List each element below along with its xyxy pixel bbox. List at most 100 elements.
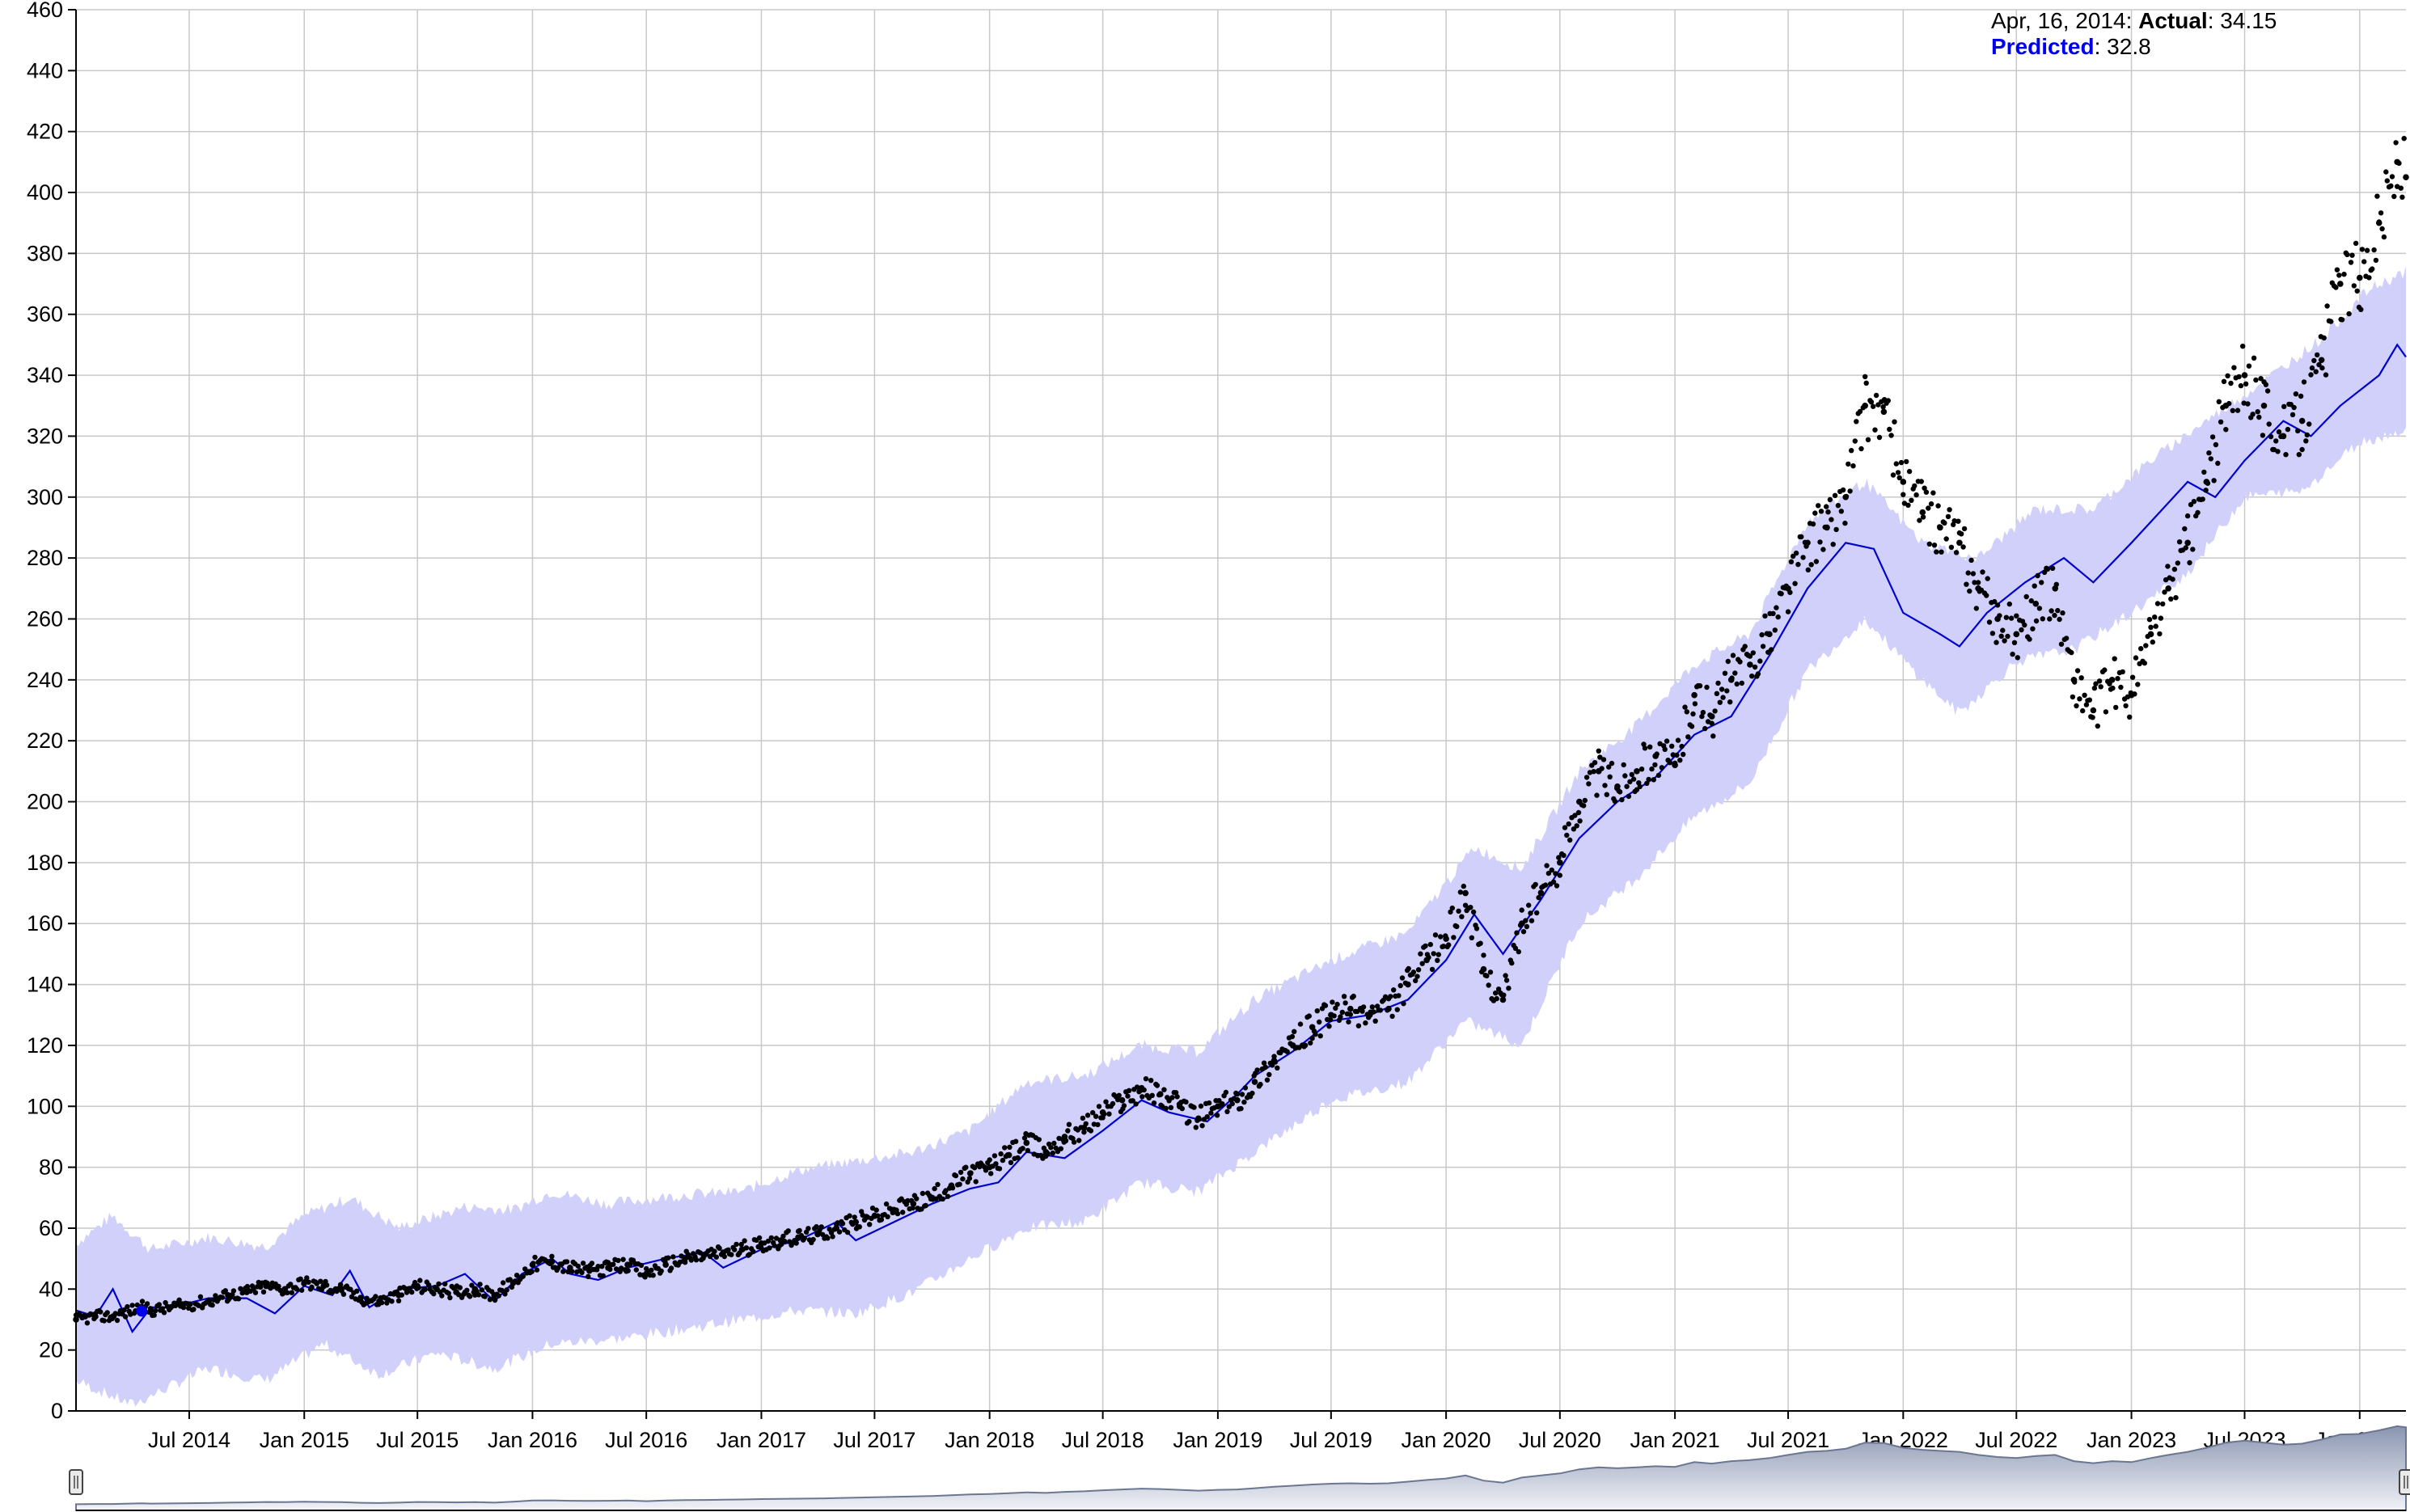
actual-point (1901, 492, 1906, 497)
actual-point (1394, 1007, 1401, 1012)
actual-point (1689, 724, 1695, 729)
actual-point (1533, 881, 1538, 888)
actual-point (2253, 377, 2259, 383)
actual-point (1208, 1110, 1214, 1116)
actual-point (2245, 401, 2251, 407)
actual-point (1720, 695, 1726, 700)
actual-point (2123, 703, 2129, 709)
actual-point (697, 1250, 703, 1256)
actual-point (2184, 513, 2191, 519)
actual-point (492, 1297, 498, 1303)
actual-point (1133, 1101, 1139, 1107)
actual-point (1830, 542, 1836, 547)
actual-point (2299, 446, 2305, 453)
actual-point (933, 1196, 939, 1202)
actual-point (2153, 623, 2158, 629)
actual-point (2074, 668, 2081, 674)
actual-point (2301, 379, 2307, 385)
actual-point (1747, 661, 1753, 668)
actual-point (908, 1197, 915, 1204)
legend-actual-value: 34.15 (2220, 8, 2277, 33)
actual-point (2361, 259, 2367, 264)
actual-point (2240, 344, 2246, 349)
actual-point (1271, 1054, 1277, 1059)
actual-point (1651, 777, 1656, 783)
actual-point (1973, 606, 1979, 611)
actual-point (2236, 374, 2242, 380)
actual-point (1909, 497, 1914, 503)
actual-point (797, 1227, 802, 1234)
predicted-series-line (75, 343, 2407, 1334)
y-tick-label: 440 (27, 58, 63, 82)
actual-point (1066, 1121, 1072, 1127)
actual-point (613, 1266, 619, 1272)
actual-point (1264, 1077, 1271, 1083)
actual-point (2154, 601, 2161, 606)
actual-point (509, 1284, 515, 1290)
actual-point (2276, 429, 2282, 435)
actual-point (1076, 1138, 1082, 1143)
range-selector[interactable] (69, 1425, 2410, 1511)
actual-point (1888, 433, 1894, 438)
actual-point (1854, 419, 1859, 424)
actual-point (1880, 404, 1886, 410)
actual-point (1446, 942, 1452, 948)
actual-point (1922, 485, 1927, 491)
actual-point (2165, 564, 2171, 569)
actual-point (531, 1261, 536, 1266)
actual-point (2399, 194, 2405, 200)
actual-point (2013, 631, 2020, 638)
actual-point (1101, 1111, 1107, 1117)
actual-point (943, 1188, 949, 1193)
actual-point (2308, 372, 2314, 378)
actual-point (650, 1273, 656, 1278)
actual-point (1820, 547, 1826, 552)
actual-point (932, 1185, 937, 1192)
actual-point (1681, 751, 1686, 758)
actual-point (1557, 859, 1563, 866)
actual-point (2220, 404, 2226, 411)
actual-point (2093, 681, 2099, 686)
actual-point (957, 1181, 962, 1187)
actual-point (1503, 978, 1510, 983)
actual-point (1860, 405, 1866, 411)
actual-point (1484, 973, 1490, 979)
actual-point (1025, 1147, 1031, 1154)
actual-point (2341, 272, 2347, 277)
actual-point (122, 1314, 129, 1320)
actual-point (2173, 595, 2179, 601)
actual-point (2146, 617, 2153, 623)
actual-point (642, 1274, 648, 1280)
actual-point (499, 1287, 505, 1294)
actual-point (1388, 994, 1393, 999)
actual-point (2303, 438, 2309, 444)
actual-point (1606, 764, 1612, 770)
actual-point (1775, 614, 1781, 620)
actual-point (923, 1202, 929, 1209)
actual-point (1857, 408, 1863, 415)
x-tick-label: Jul 2021 (1747, 1428, 1829, 1452)
actual-point (496, 1293, 501, 1299)
actual-point (1652, 762, 1658, 768)
actual-point (1918, 479, 1924, 484)
actual-point (1934, 549, 1939, 555)
actual-point (2315, 352, 2320, 358)
actual-point (139, 1299, 146, 1304)
actual-point (337, 1282, 344, 1288)
actual-point (2221, 378, 2227, 384)
actual-point (607, 1266, 613, 1273)
actual-point (125, 1303, 130, 1310)
actual-point (1556, 855, 1562, 860)
actual-point (2036, 606, 2043, 611)
actual-point (144, 1301, 150, 1307)
range-handle-left[interactable] (69, 1469, 83, 1495)
y-tick-label: 260 (27, 606, 63, 631)
actual-point (1906, 468, 1913, 475)
actual-point (520, 1273, 526, 1279)
actual-point (2032, 583, 2037, 589)
actual-point (2218, 419, 2224, 424)
actual-point (1868, 399, 1875, 405)
actual-point (968, 1170, 974, 1176)
actual-point (945, 1193, 951, 1199)
